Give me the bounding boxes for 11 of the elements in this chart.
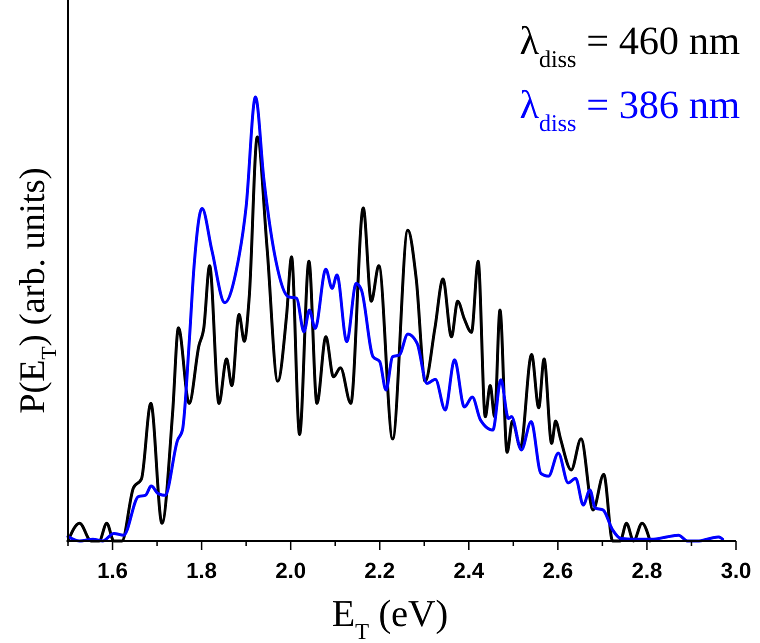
- text: λ$_{diss}$ = 460 nm: [520, 18, 740, 73]
- x-tick-label: 3.0: [720, 558, 752, 583]
- x-tick-label: 2.6: [542, 558, 574, 583]
- x-tick-label: 2.8: [632, 558, 662, 583]
- x-tick-label: 2.4: [454, 558, 485, 583]
- x-tick-label: 1.8: [186, 558, 217, 583]
- x-axis-title: E$_{T}$ (eV): [332, 593, 448, 643]
- x-tick-label: 2.2: [364, 558, 396, 583]
- x-tick-label: 2.0: [275, 558, 306, 583]
- text: λ$_{diss}$ = 386 nm: [520, 82, 740, 137]
- x-tick-label: 1.6: [97, 558, 128, 583]
